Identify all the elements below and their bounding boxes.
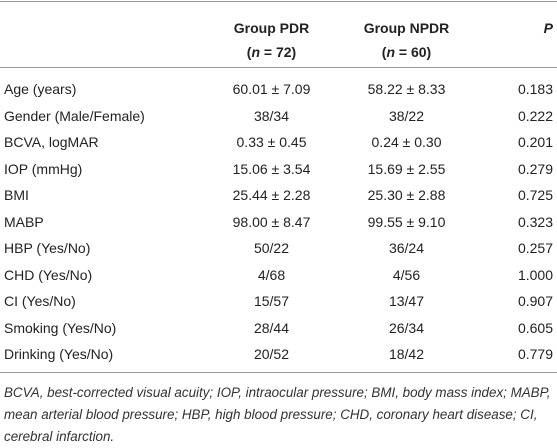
cell: 20/52 bbox=[204, 341, 339, 373]
cell: 0.222 bbox=[517, 107, 553, 124]
row-label: Gender (Male/Female) bbox=[4, 107, 145, 124]
cell: 99.55 ± 9.10 bbox=[367, 213, 446, 230]
paren: ( bbox=[381, 43, 387, 60]
n-value: = 60) bbox=[395, 43, 432, 60]
table-row: Gender (Male/Female) 38/34 38/22 0.222 bbox=[0, 103, 557, 130]
column-title: P bbox=[474, 1, 557, 36]
cell: 0.279 bbox=[517, 160, 553, 177]
cell: 13/47 bbox=[388, 293, 425, 310]
table-row: Smoking (Yes/No) 28/44 26/34 0.605 bbox=[0, 315, 557, 342]
cell: 38/34 bbox=[253, 107, 290, 124]
cell: 15.06 ± 3.54 bbox=[232, 160, 311, 177]
cell: 58.22 ± 8.33 bbox=[367, 81, 446, 98]
n-symbol: n bbox=[251, 43, 261, 60]
cell: 25.30 ± 2.88 bbox=[367, 187, 446, 204]
row-label: Age (years) bbox=[4, 81, 77, 98]
table-row: BMI 25.44 ± 2.28 25.30 ± 2.88 0.725 bbox=[0, 182, 557, 209]
header-empty bbox=[0, 36, 204, 68]
cell: 26/34 bbox=[388, 319, 425, 336]
row-label: CHD (Yes/No) bbox=[4, 266, 93, 283]
row-label: CI (Yes/No) bbox=[4, 293, 76, 310]
table-row: CHD (Yes/No) 4/68 4/56 1.000 bbox=[0, 262, 557, 289]
cell: 0.779 bbox=[474, 341, 557, 373]
column-subtitle: (n = 60) bbox=[339, 36, 474, 68]
cell: 0.605 bbox=[517, 319, 553, 336]
header-empty bbox=[474, 36, 557, 68]
header-empty bbox=[0, 1, 204, 36]
table-row: MABP 98.00 ± 8.47 99.55 ± 9.10 0.323 bbox=[0, 209, 557, 236]
cell: 50/22 bbox=[253, 240, 290, 257]
row-label: BCVA, logMAR bbox=[4, 134, 99, 151]
cell: 0.24 ± 0.30 bbox=[371, 134, 442, 151]
cell: 36/24 bbox=[388, 240, 425, 257]
cell: 25.44 ± 2.28 bbox=[232, 187, 311, 204]
column-title: Group NPDR bbox=[339, 1, 474, 36]
cell: 15.69 ± 2.55 bbox=[367, 160, 446, 177]
paren: ( bbox=[246, 43, 252, 60]
table-row: IOP (mmHg) 15.06 ± 3.54 15.69 ± 2.55 0.279 bbox=[0, 156, 557, 183]
cell: 0.257 bbox=[517, 240, 553, 257]
table-row: Age (years) 60.01 ± 7.09 58.22 ± 8.33 0.183 bbox=[0, 68, 557, 103]
table-body: Age (years) 60.01 ± 7.09 58.22 ± 8.33 0.183… bbox=[0, 68, 557, 373]
table-row: Drinking (Yes/No) 20/52 18/42 0.779 bbox=[0, 341, 557, 373]
header-row: (n = 72) (n = 60) bbox=[0, 36, 557, 68]
cell: 60.01 ± 7.09 bbox=[232, 81, 311, 98]
column-subtitle: (n = 72) bbox=[204, 36, 339, 68]
footnote: BCVA, best-corrected visual acuity; IOP,… bbox=[4, 385, 551, 444]
row-label: Drinking (Yes/No) bbox=[0, 341, 204, 373]
cell: 4/56 bbox=[392, 266, 421, 283]
column-title: Group PDR bbox=[204, 1, 339, 36]
cell: 15/57 bbox=[253, 293, 290, 310]
cell: 28/44 bbox=[253, 319, 290, 336]
table-row: BCVA, logMAR 0.33 ± 0.45 0.24 ± 0.30 0.201 bbox=[0, 129, 557, 156]
table-row: HBP (Yes/No) 50/22 36/24 0.257 bbox=[0, 235, 557, 262]
cell: 0.201 bbox=[517, 134, 553, 151]
header-row: Group PDR Group NPDR P bbox=[0, 1, 557, 36]
cell: 4/68 bbox=[257, 266, 286, 283]
cell: 0.907 bbox=[517, 293, 553, 310]
cell: 98.00 ± 8.47 bbox=[232, 213, 311, 230]
cell: 0.183 bbox=[517, 81, 553, 98]
cell: 0.725 bbox=[517, 187, 553, 204]
n-symbol: n bbox=[386, 43, 396, 60]
cell: 1.000 bbox=[517, 266, 553, 283]
table-row: CI (Yes/No) 15/57 13/47 0.907 bbox=[0, 288, 557, 315]
cell: 18/42 bbox=[339, 341, 474, 373]
cell: 0.33 ± 0.45 bbox=[236, 134, 307, 151]
row-label: MABP bbox=[4, 213, 44, 230]
data-table: Group PDR Group NPDR P (n = 72) (n = 60)… bbox=[0, 1, 557, 373]
row-label: BMI bbox=[4, 187, 29, 204]
cell: 0.323 bbox=[517, 213, 553, 230]
n-value: = 72) bbox=[260, 43, 297, 60]
cell: 38/22 bbox=[388, 107, 425, 124]
row-label: HBP (Yes/No) bbox=[4, 240, 91, 257]
row-label: IOP (mmHg) bbox=[4, 160, 83, 177]
row-label: Smoking (Yes/No) bbox=[4, 319, 117, 336]
